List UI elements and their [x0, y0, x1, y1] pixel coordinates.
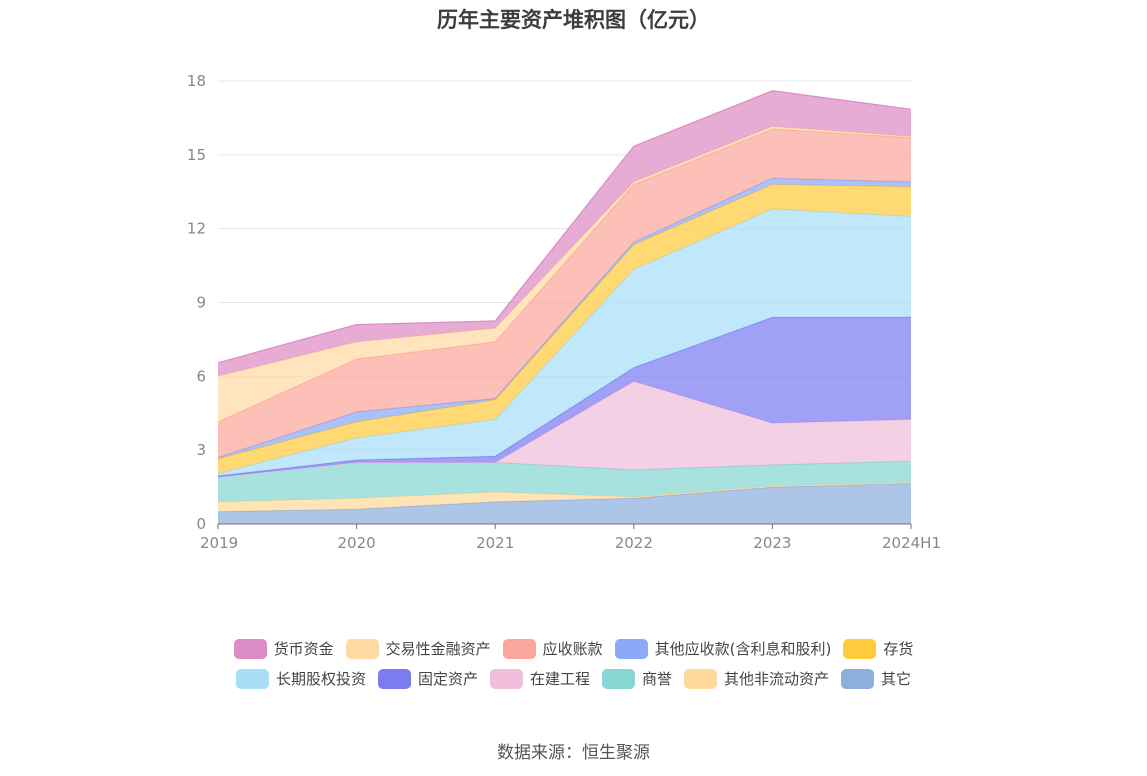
area-series [218, 209, 911, 476]
area-series [218, 129, 911, 458]
legend-label: 在建工程 [529, 670, 590, 688]
area-series [218, 126, 911, 422]
legend-item[interactable]: 长期股权投资 [235, 668, 366, 689]
legend-swatch [502, 638, 536, 659]
x-tick-label: 2020 [338, 534, 376, 552]
area-series [218, 483, 911, 524]
legend-swatch [345, 638, 379, 659]
legend-label: 长期股权投资 [275, 670, 366, 688]
legend-swatch [235, 668, 269, 689]
legend-item[interactable]: 其它 [841, 668, 911, 689]
legend-item[interactable]: 货币资金 [233, 638, 334, 659]
legend-swatch [377, 668, 411, 689]
area-series [218, 461, 911, 502]
legend-label: 货币资金 [273, 640, 334, 658]
legend-label: 商誉 [642, 670, 673, 688]
x-tick-label: 2021 [476, 534, 514, 552]
area-series [218, 90, 911, 377]
legend-swatch [843, 638, 877, 659]
x-tick-label: 2022 [615, 534, 653, 552]
y-tick-label: 18 [187, 72, 206, 90]
y-tick-label: 6 [196, 367, 206, 385]
legend-label: 应收账款 [542, 640, 603, 658]
source-note: 数据来源：恒生聚源 [497, 743, 650, 763]
legend-item[interactable]: 其他应收款(含利息和股利) [614, 638, 832, 659]
area-layer [217, 90, 912, 524]
legend-item[interactable]: 其他非流动资产 [684, 668, 829, 689]
legend-swatch [489, 668, 523, 689]
chart-title: 历年主要资产堆积图（亿元） [437, 8, 710, 32]
area-series [218, 184, 911, 474]
legend-label: 存货 [883, 640, 914, 658]
x-tick-label: 2023 [753, 534, 791, 552]
legend-item[interactable]: 应收账款 [502, 638, 603, 659]
legend-label: 其他应收款(含利息和股利) [654, 640, 832, 658]
legend-item[interactable]: 固定资产 [377, 668, 478, 689]
area-series [218, 482, 911, 512]
legend-label: 其他非流动资产 [724, 670, 830, 688]
legend-label: 交易性金融资产 [385, 640, 491, 658]
y-tick-label: 12 [187, 220, 206, 238]
series-line [217, 208, 912, 475]
legend-swatch [684, 668, 718, 689]
series-line [217, 90, 912, 364]
x-tick-label: 2019 [200, 534, 238, 552]
legend-swatch [602, 668, 635, 689]
legend-label: 其它 [881, 670, 912, 688]
area-series [218, 317, 911, 478]
legend: 货币资金 交易性金融资产 应收账款 其他应收款(含利息和股利) 存货长期股权投资 固定资产… [0, 638, 1147, 689]
legend-item[interactable]: 存货 [843, 638, 913, 659]
x-tick-label: 2024H1 [882, 534, 941, 552]
y-tick-label: 15 [187, 146, 206, 164]
axes: 0 3 6 9 12 15 18 2019 2020 2021 2022 2023 2024H1 [187, 72, 941, 552]
series-line [217, 177, 912, 459]
legend-swatch [614, 638, 648, 659]
legend-row: 货币资金 交易性金融资产 应收账款 其他应收款(含利息和股利) 存货 [233, 638, 913, 659]
legend-row: 长期股权投资 固定资产 在建工程 商誉 其他非流动资产 其它 [235, 668, 911, 689]
legend-swatch [841, 668, 875, 689]
legend-item[interactable]: 交易性金融资产 [345, 638, 491, 659]
legend-item[interactable]: 商誉 [602, 668, 672, 689]
legend-swatch [233, 638, 267, 659]
legend-label: 固定资产 [417, 670, 478, 688]
legend-item[interactable]: 在建工程 [489, 668, 590, 689]
y-tick-label: 0 [196, 515, 206, 533]
y-tick-label: 3 [196, 441, 206, 459]
stacked-area-chart: 0 3 6 9 12 15 18 2019 2020 2021 2022 2023 2024H1 [187, 72, 941, 552]
y-tick-label: 9 [196, 294, 206, 312]
area-series [218, 381, 911, 478]
